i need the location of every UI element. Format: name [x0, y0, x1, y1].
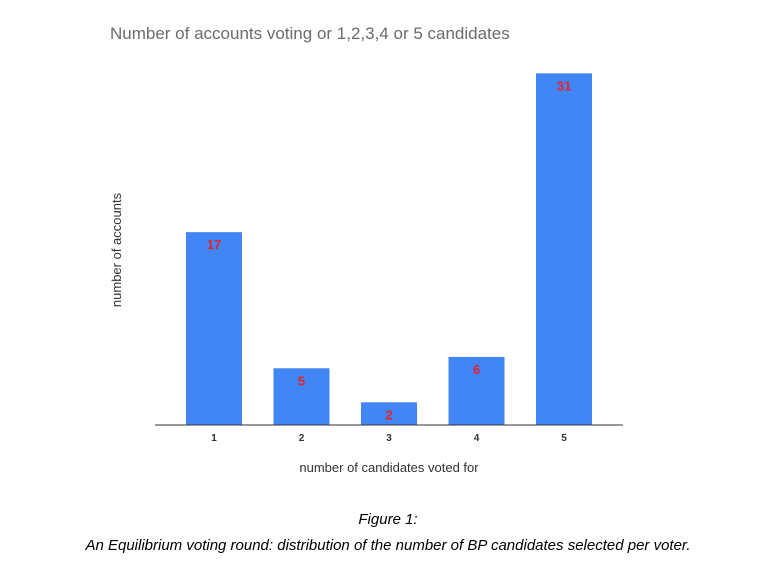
x-tick-labels: 1 2 3 4 5: [211, 433, 567, 444]
figure-caption-number: Figure 1:: [358, 511, 418, 528]
y-axis-label: number of accounts: [109, 192, 124, 307]
data-label-2: 5: [298, 373, 305, 388]
bars-group: 17 5 2 6 31: [186, 73, 592, 425]
x-tick-label-3: 3: [386, 433, 392, 444]
bar-1: [186, 232, 242, 425]
bar-2: [273, 368, 330, 425]
bar-5: [536, 73, 592, 425]
data-label-1: 17: [207, 237, 221, 252]
figure-caption-text: An Equilibrium voting round: distributio…: [85, 537, 691, 554]
bar-3: [361, 402, 417, 425]
x-tick-label-1: 1: [211, 433, 217, 444]
data-label-5: 31: [557, 78, 571, 93]
x-tick-label-5: 5: [561, 433, 567, 444]
data-label-4: 6: [473, 362, 480, 377]
x-tick-label-4: 4: [474, 433, 480, 444]
data-label-3: 2: [385, 407, 392, 422]
chart-title: Number of accounts voting or 1,2,3,4 or …: [110, 24, 510, 43]
bar-4: [448, 356, 505, 425]
x-axis-label: number of candidates voted for: [299, 460, 479, 475]
x-tick-label-2: 2: [299, 433, 305, 444]
